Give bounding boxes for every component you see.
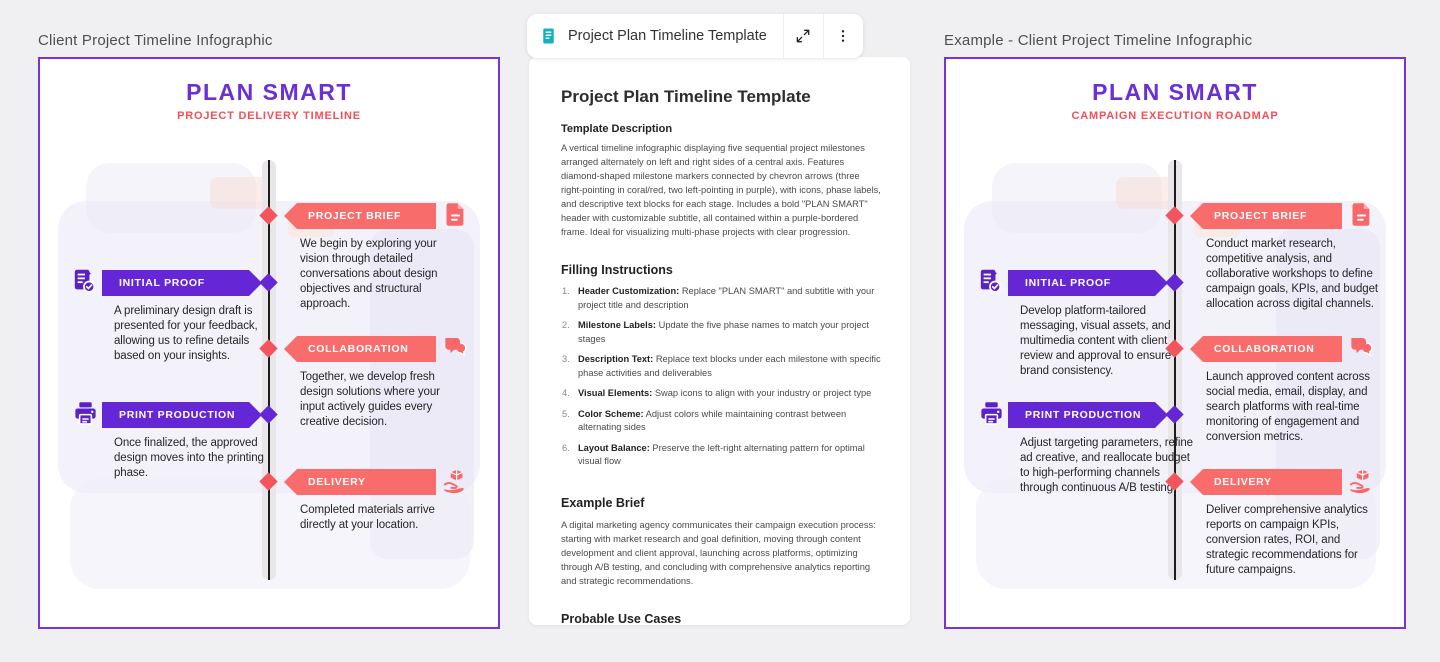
plan-smart-title: PLAN SMART <box>1092 79 1258 105</box>
toolbar-title-area: Project Plan Timeline Template <box>527 14 783 58</box>
document-title: Project Plan Timeline Template <box>561 87 811 106</box>
filling-instructions-list: Header Customization: Replace "PLAN SMAR… <box>561 285 881 469</box>
file-icon <box>442 201 469 228</box>
template-description-heading: Template Description <box>561 123 673 135</box>
milestone-label: DELIVERY <box>284 469 436 495</box>
infographic-header: PLAN SMART PROJECT DELIVERY TIMELINE <box>40 79 498 122</box>
filling-instructions-heading: Filling Instructions <box>561 263 673 277</box>
diamond-marker <box>1165 339 1184 358</box>
infographic-subtitle: PROJECT DELIVERY TIMELINE <box>177 110 361 122</box>
milestone-delivery: DELIVERY Completed materials arrive dire… <box>40 467 498 531</box>
milestone-description: Adjust targeting parameters, refine ad c… <box>1020 437 1193 494</box>
instruction-item: Header Customization: Replace "PLAN SMAR… <box>562 285 875 310</box>
diamond-marker <box>1165 472 1184 491</box>
file-check-icon <box>72 268 99 295</box>
hand-box-icon <box>1348 467 1375 495</box>
milestone-collaboration: COLLABORATION Together, we develop fresh… <box>40 334 498 428</box>
milestone-label: COLLABORATION <box>1190 336 1342 362</box>
expand-button[interactable] <box>782 14 823 58</box>
left-panel-caption: Client Project Timeline Infographic <box>38 32 273 49</box>
more-options-button[interactable] <box>822 14 863 58</box>
timeline-axis-line <box>1174 160 1176 580</box>
milestone-label: INITIAL PROOF <box>1008 270 1168 296</box>
document-toolbar: Project Plan Timeline Template <box>527 14 863 58</box>
chat-bubbles-icon <box>442 334 469 361</box>
milestone-project-brief: PROJECT BRIEF We begin by exploring your… <box>40 201 498 310</box>
diamond-marker <box>259 273 278 292</box>
milestone-project-brief: PROJECT BRIEF Conduct market research, c… <box>946 201 1404 310</box>
template-description-body: A vertical timeline infographic displayi… <box>561 143 881 237</box>
milestone-description: Once finalized, the approved design move… <box>114 437 264 479</box>
diamond-marker <box>1165 206 1184 225</box>
document-icon <box>543 28 554 44</box>
template-document-card: Project Plan Timeline Template Template … <box>529 57 910 625</box>
milestone-description: Conduct market research, competitive ana… <box>1206 238 1378 310</box>
file-check-icon <box>978 268 1005 295</box>
milestone-label: PROJECT BRIEF <box>1190 203 1342 229</box>
toolbar-title: Project Plan Timeline Template <box>568 28 767 44</box>
instruction-item: Visual Elements: Swap icons to align wit… <box>562 387 872 400</box>
diamond-marker <box>259 472 278 491</box>
printer-icon <box>72 400 99 427</box>
milestone-initial-proof: INITIAL PROOF Develop platform-tailored … <box>946 268 1404 377</box>
milestone-label: COLLABORATION <box>284 336 436 362</box>
printer-icon <box>978 400 1005 427</box>
milestone-description: Launch approved content across social me… <box>1206 371 1370 443</box>
milestone-print-production: PRINT PRODUCTION Once finalized, the app… <box>40 400 498 479</box>
file-icon <box>1348 201 1375 228</box>
milestone-label: INITIAL PROOF <box>102 270 262 296</box>
diamond-marker <box>1165 405 1184 424</box>
plan-smart-title: PLAN SMART <box>186 79 352 105</box>
milestone-delivery: DELIVERY Deliver comprehensive analytics… <box>946 467 1404 576</box>
milestone-label: PROJECT BRIEF <box>284 203 436 229</box>
milestone-description: A preliminary design draft is presented … <box>114 305 258 362</box>
milestone-description: Develop platform-tailored messaging, vis… <box>1020 305 1172 377</box>
milestone-initial-proof: INITIAL PROOF A preliminary design draft… <box>40 268 498 362</box>
diamond-marker <box>1165 273 1184 292</box>
right-panel-caption: Example - Client Project Timeline Infogr… <box>944 32 1253 49</box>
milestone-description: Deliver comprehensive analytics reports … <box>1206 504 1368 576</box>
milestone-collaboration: COLLABORATION Launch approved content ac… <box>946 334 1404 443</box>
right-infographic-frame: PLAN SMART CAMPAIGN EXECUTION ROADMAP PR… <box>944 57 1406 629</box>
milestone-label: PRINT PRODUCTION <box>102 402 262 428</box>
kebab-menu-icon <box>842 30 845 42</box>
instruction-item: Color Scheme: Adjust colors while mainta… <box>562 408 847 433</box>
example-brief-body: A digital marketing agency communicates … <box>561 519 876 586</box>
example-brief-heading: Example Brief <box>561 495 645 510</box>
milestone-description: We begin by exploring your vision throug… <box>300 238 438 310</box>
chat-bubbles-icon <box>1348 334 1375 361</box>
milestone-label: PRINT PRODUCTION <box>1008 402 1168 428</box>
diamond-marker <box>259 339 278 358</box>
hand-box-icon <box>442 467 469 495</box>
milestone-label: DELIVERY <box>1190 469 1342 495</box>
milestone-print-production: PRINT PRODUCTION Adjust targeting parame… <box>946 400 1404 494</box>
use-cases-heading: Probable Use Cases <box>561 611 682 626</box>
instruction-item: Description Text: Replace text blocks un… <box>562 353 881 378</box>
instruction-item: Milestone Labels: Update the five phase … <box>562 319 869 344</box>
infographic-header: PLAN SMART CAMPAIGN EXECUTION ROADMAP <box>946 79 1404 122</box>
expand-icon <box>796 29 810 43</box>
milestone-description: Together, we develop fresh design soluti… <box>300 371 440 428</box>
diamond-marker <box>259 405 278 424</box>
left-infographic-frame: PLAN SMART PROJECT DELIVERY TIMELINE PRO… <box>38 57 500 629</box>
infographic-subtitle: CAMPAIGN EXECUTION ROADMAP <box>1071 110 1279 122</box>
diamond-marker <box>259 206 278 225</box>
milestone-description: Completed materials arrive directly at y… <box>300 504 435 531</box>
timeline-axis-line <box>268 160 270 580</box>
instruction-item: Layout Balance: Preserve the left-right … <box>562 442 865 467</box>
